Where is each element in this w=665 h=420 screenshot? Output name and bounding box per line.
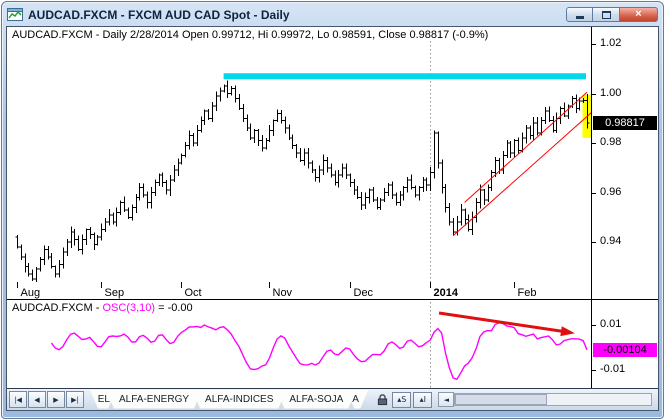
scrollbar-track[interactable] — [454, 393, 652, 406]
y-axis-tick — [592, 143, 596, 144]
x-axis-label: Feb — [518, 287, 537, 299]
y-axis-label: 0.96 — [600, 186, 622, 198]
trend-arrow-head[interactable] — [560, 326, 575, 337]
trend-channel-line[interactable] — [452, 110, 591, 237]
tab-bar: |◀ ◀ ▶ ▶| EL ALFA-ENERGY ALFA-INDICES AL… — [7, 388, 658, 410]
x-axis-label: Sep — [105, 287, 125, 299]
y-axis-label: 1.00 — [600, 87, 622, 99]
y-axis-tick — [592, 193, 596, 194]
maximize-button[interactable] — [593, 7, 620, 22]
minimize-icon — [575, 15, 584, 19]
price-chart[interactable]: Aug Sep Oct Nov Dec 2014 Feb — [7, 27, 591, 299]
window-controls: × — [566, 7, 658, 22]
indicator-value-text: = -0.00 — [155, 302, 193, 314]
tab-label: A — [352, 393, 359, 405]
tab-label: ALFA-ENERGY — [119, 393, 190, 405]
price-axis[interactable]: 0.98817 1.02 1.00 0.98 0.96 0.94 — [591, 27, 658, 299]
oscillator-axis[interactable]: -0.00104 0.01 -0.01 — [591, 300, 658, 391]
close-icon: × — [635, 8, 642, 20]
y-axis-label: -0.01 — [600, 363, 626, 375]
tab-label: EL — [97, 393, 110, 405]
ohlc-info-text: AUDCAD.FXCM - Daily 2/28/2014 Open 0.997… — [12, 29, 489, 41]
chart-app-icon[interactable] — [7, 8, 23, 21]
tab-label: ALFA-SOJA — [289, 393, 344, 405]
sheet-tabs: EL ALFA-ENERGY ALFA-INDICES ALFA-SOJA A — [90, 390, 368, 410]
y-axis-tick — [592, 325, 596, 326]
minimize-button[interactable] — [566, 7, 593, 22]
mini-button-i[interactable]: ▴I — [413, 391, 433, 408]
oscillator-chart[interactable] — [7, 300, 591, 391]
pane-separator[interactable] — [7, 299, 658, 300]
maximize-icon — [601, 10, 611, 19]
tab-scroll-last-button[interactable]: ▶| — [66, 391, 84, 408]
oscillator-line — [50, 322, 588, 381]
oscillator-value-badge: -0.00104 — [593, 343, 657, 357]
indicator-name-text: OSC(3,10) — [102, 302, 156, 314]
window-title: AUDCAD.FXCM - FXCM AUD CAD Spot - Daily — [28, 7, 290, 22]
tab-scroll-next-button[interactable]: ▶ — [47, 391, 65, 408]
y-axis-label: 0.94 — [600, 235, 622, 247]
y-axis-label: 0.98 — [600, 136, 622, 148]
y-axis-tick — [592, 242, 596, 243]
y-axis-tick — [592, 44, 596, 45]
x-axis-label: Dec — [354, 287, 374, 299]
title-bar[interactable]: AUDCAD.FXCM - FXCM AUD CAD Spot - Daily … — [7, 4, 658, 25]
mini-button-s[interactable]: ▴S — [392, 391, 412, 408]
price-pane[interactable]: Aug Sep Oct Nov Dec 2014 Feb AUDCAD.FXCM - Dai… — [7, 27, 658, 299]
indicator-symbol-text: AUDCAD.FXCM - — [12, 302, 103, 314]
close-button[interactable]: × — [620, 7, 658, 22]
sheet-tab-alfa-indices[interactable]: ALFA-INDICES — [192, 390, 286, 409]
lock-button[interactable] — [374, 391, 390, 408]
chart-window-content: Aug Sep Oct Nov Dec 2014 Feb AUDCAD.FXCM - Dai… — [6, 26, 659, 411]
indicator-label: AUDCAD.FXCM - OSC(3,10) = -0.00 — [12, 302, 193, 314]
scrollbar-thumb[interactable] — [455, 394, 548, 405]
ohlc-bars — [15, 80, 590, 283]
trend-arrow[interactable] — [438, 311, 568, 334]
y-axis-label: 1.02 — [600, 37, 622, 49]
y-axis-tick — [592, 370, 596, 371]
x-axis-label: Aug — [21, 287, 41, 299]
tab-scroll-first-button[interactable]: |◀ — [9, 391, 27, 408]
sheet-tab-alfa-soja[interactable]: ALFA-SOJA — [276, 390, 356, 409]
y-axis-tick — [592, 94, 596, 95]
y-axis-label: 0.01 — [600, 318, 622, 330]
lock-icon — [377, 394, 387, 406]
sheet-tab-alfa-energy[interactable]: ALFA-ENERGY — [106, 390, 202, 409]
trend-channel-line[interactable] — [464, 91, 588, 203]
oscillator-pane[interactable]: AUDCAD.FXCM - OSC(3,10) = -0.00 -0.00104… — [7, 300, 658, 391]
horizontal-scrollbar: ◄ — [438, 392, 652, 407]
last-price-badge: 0.98817 — [593, 116, 657, 130]
tab-label: ALFA-INDICES — [205, 393, 274, 405]
x-axis-label: Oct — [185, 287, 202, 299]
sheet-tab-partial-left[interactable]: EL — [90, 390, 116, 409]
tab-scroll-prev-button[interactable]: ◀ — [28, 391, 46, 408]
x-axis-label: Nov — [273, 287, 293, 299]
scrollbar-left-arrow[interactable]: ◄ — [438, 392, 455, 407]
x-axis-label: 2014 — [434, 287, 459, 299]
